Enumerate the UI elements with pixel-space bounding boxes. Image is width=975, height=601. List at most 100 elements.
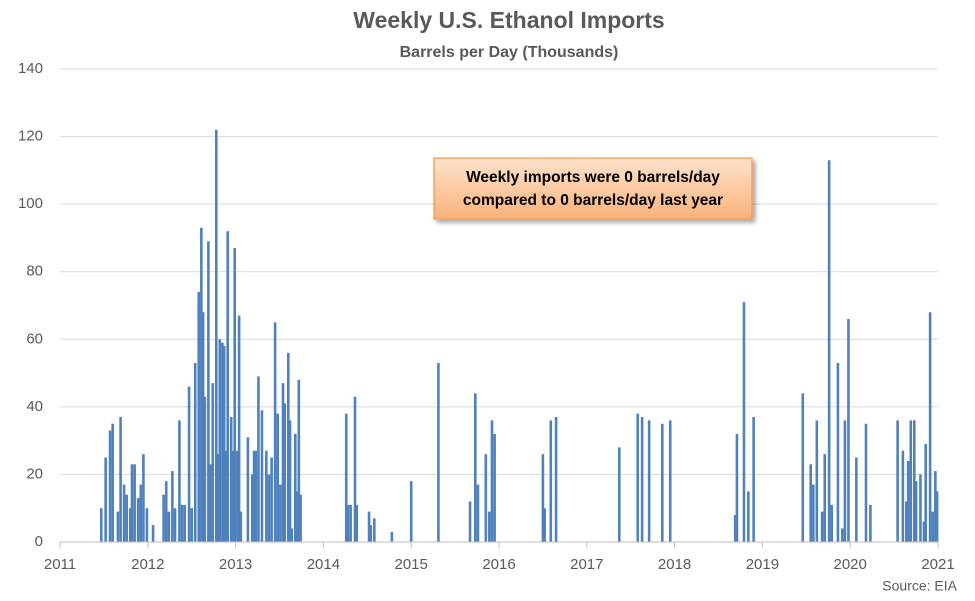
- bar: [827, 160, 831, 542]
- bar: [820, 511, 824, 542]
- y-tick-label: 40: [26, 398, 43, 415]
- bar: [142, 454, 145, 542]
- bar: [801, 393, 805, 542]
- bar: [297, 379, 301, 542]
- bar: [203, 396, 207, 542]
- bar: [119, 416, 122, 542]
- bar: [355, 504, 359, 542]
- bar: [122, 484, 126, 542]
- x-tick-label: 2020: [834, 556, 867, 573]
- bar: [99, 508, 103, 542]
- bar: [139, 484, 143, 542]
- bar: [344, 413, 348, 542]
- bar: [617, 447, 621, 542]
- bar: [145, 508, 149, 542]
- bar: [193, 362, 197, 542]
- bar: [260, 410, 264, 542]
- bar: [823, 454, 827, 542]
- bar: [488, 511, 491, 542]
- bar: [747, 491, 750, 542]
- bar: [224, 450, 228, 542]
- bar: [661, 423, 664, 542]
- bar: [484, 454, 488, 542]
- bar: [270, 457, 273, 542]
- bar: [281, 383, 285, 542]
- bar: [250, 474, 254, 542]
- bar: [914, 481, 918, 542]
- bar: [934, 471, 937, 542]
- bar: [346, 504, 350, 542]
- bar: [299, 494, 302, 542]
- bar: [928, 312, 932, 542]
- bar: [162, 494, 165, 542]
- x-tick-label: 2012: [131, 556, 164, 573]
- bar: [349, 504, 352, 542]
- bar: [373, 518, 376, 542]
- bar: [190, 508, 193, 542]
- bars: [99, 129, 939, 543]
- bar: [231, 450, 235, 542]
- bar: [211, 383, 215, 542]
- bar: [367, 511, 371, 542]
- bar: [288, 420, 292, 542]
- bar: [108, 430, 112, 542]
- bar: [286, 352, 290, 542]
- bar: [924, 444, 928, 542]
- bar: [173, 508, 177, 542]
- bar: [222, 346, 226, 542]
- bar: [167, 511, 171, 542]
- bar: [912, 420, 916, 542]
- y-tick-label: 100: [18, 195, 43, 212]
- x-tick-label: 2014: [307, 556, 340, 573]
- y-tick-label: 80: [26, 263, 43, 280]
- bar: [254, 450, 258, 542]
- bar: [200, 227, 203, 543]
- grid: [60, 68, 938, 543]
- y-tick-label: 20: [26, 465, 43, 482]
- bar: [476, 484, 480, 542]
- bar: [218, 339, 222, 542]
- bar: [905, 501, 908, 542]
- bar: [246, 437, 250, 542]
- x-tick-label: 2021: [921, 556, 954, 573]
- bar: [276, 413, 280, 542]
- bar: [473, 393, 477, 542]
- bar: [208, 464, 212, 542]
- bar: [295, 491, 299, 542]
- bar: [906, 460, 910, 542]
- bar: [935, 491, 939, 542]
- bar: [229, 416, 233, 542]
- bar: [922, 521, 926, 542]
- x-tick-label: 2011: [44, 556, 76, 573]
- bar: [812, 484, 815, 542]
- bar: [180, 504, 184, 542]
- bar: [543, 508, 546, 542]
- bar: [236, 450, 239, 542]
- bar: [267, 474, 271, 542]
- bar: [136, 498, 140, 542]
- bar: [931, 511, 935, 542]
- annotation-text: Weekly imports were 0 barrels/day: [466, 169, 720, 186]
- bar: [226, 231, 229, 542]
- x-tick-label: 2015: [395, 556, 428, 573]
- bar: [104, 457, 107, 542]
- bar: [164, 481, 168, 542]
- source-note: Source: EIA: [882, 578, 957, 594]
- x-tick-label: 2019: [746, 556, 779, 573]
- annotation-text: compared to 0 barrels/day last year: [463, 192, 723, 209]
- bar: [409, 481, 413, 542]
- bar: [869, 504, 872, 542]
- bar: [369, 525, 373, 542]
- bar: [437, 362, 440, 542]
- y-tick-label: 60: [26, 330, 43, 347]
- bar: [490, 420, 494, 542]
- bar: [353, 396, 357, 542]
- bar: [668, 420, 672, 542]
- bar: [279, 484, 282, 542]
- bar: [836, 362, 840, 542]
- bar: [221, 342, 224, 542]
- bar: [847, 319, 850, 542]
- bar: [390, 531, 394, 542]
- bar: [273, 322, 277, 542]
